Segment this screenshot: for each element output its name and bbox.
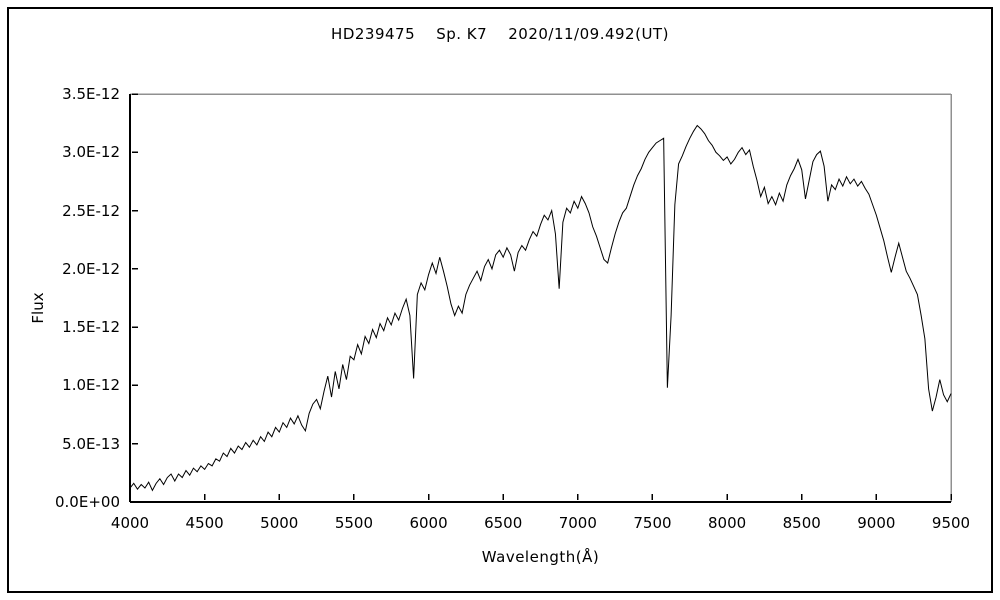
spectrum-line [129,124,952,492]
x-tick-label: 6000 [409,514,448,532]
x-tick-label: 8500 [782,514,821,532]
y-tick-label: 3.5E-12 [62,85,120,103]
y-tick-label: 0.0E+00 [55,493,120,511]
x-tick-label: 5500 [334,514,373,532]
chart-title: HD239475 Sp. K7 2020/11/09.492(UT) [331,25,669,43]
x-tick-label: 6500 [484,514,523,532]
x-tick-label: 7000 [558,514,597,532]
x-tick-label: 4500 [185,514,224,532]
x-tick-label: 9500 [931,514,971,532]
x-tick-label: 9000 [857,514,896,532]
y-tick-label: 1.5E-12 [62,318,120,337]
x-axis-title: Wavelength(Å) [481,548,600,566]
x-tick-label: 4000 [110,514,150,532]
y-tick-label: 5.0E-13 [62,434,120,453]
x-tick-label: 5000 [260,514,299,532]
y-tick-label: 2.5E-12 [62,201,120,220]
y-tick-label: 3.0E-12 [62,143,120,162]
x-tick-label: 8000 [707,514,747,532]
x-tick-label: 7500 [633,514,672,532]
y-tick-label: 2.0E-12 [62,259,120,278]
y-tick-label: 1.0E-12 [62,376,120,395]
